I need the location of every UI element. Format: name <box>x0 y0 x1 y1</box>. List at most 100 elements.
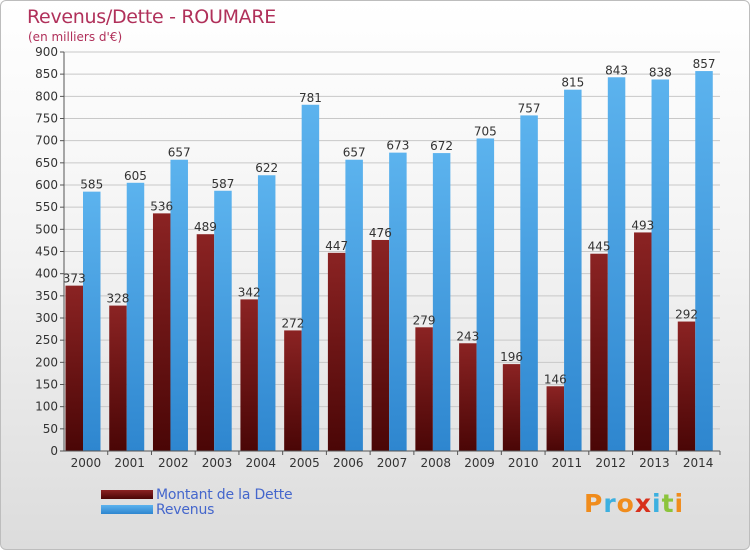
bar-revenue <box>564 89 582 451</box>
data-label-revenue: 605 <box>124 169 147 183</box>
logo-letter: o <box>616 489 635 518</box>
data-label-debt: 292 <box>675 308 698 322</box>
data-label-debt: 146 <box>544 372 567 386</box>
bar-revenue <box>301 104 320 452</box>
data-label-debt: 489 <box>194 220 217 234</box>
data-label-revenue: 657 <box>168 146 191 160</box>
data-label-revenue: 622 <box>255 161 278 175</box>
data-label-revenue: 838 <box>649 65 672 79</box>
chart-title: Revenus/Dette - ROUMARE <box>27 6 276 28</box>
bar-debt <box>284 330 302 451</box>
y-tick-label: 700 <box>35 134 58 148</box>
data-label-debt: 445 <box>588 240 611 254</box>
logo-letter: r <box>603 489 617 518</box>
bar-revenue <box>170 159 188 452</box>
legend-label-revenue: Revenus <box>156 501 215 518</box>
bar-revenue <box>695 71 713 452</box>
y-tick-label: 500 <box>35 222 58 236</box>
bar-debt <box>240 299 258 451</box>
x-tick-label: 2009 <box>464 456 495 470</box>
data-label-revenue: 843 <box>605 63 628 77</box>
x-tick-label: 2013 <box>639 456 670 470</box>
data-label-revenue: 857 <box>693 57 716 71</box>
x-tick-label: 2014 <box>683 456 714 470</box>
y-tick-label: 450 <box>35 245 58 259</box>
data-label-debt: 243 <box>456 329 479 343</box>
bar-revenue <box>83 191 101 451</box>
y-tick-label: 150 <box>35 378 58 392</box>
data-label-revenue: 815 <box>561 76 584 90</box>
legend-item-debt: Montant de la Dette <box>101 486 293 503</box>
y-tick-label: 0 <box>50 444 58 458</box>
y-tick-label: 300 <box>35 311 58 325</box>
y-tick-label: 600 <box>35 178 58 192</box>
data-label-debt: 476 <box>369 226 392 240</box>
x-tick-label: 2007 <box>377 456 408 470</box>
data-label-debt: 196 <box>500 350 523 364</box>
bar-revenue <box>651 79 670 451</box>
data-label-revenue: 705 <box>474 124 497 138</box>
data-label-revenue: 673 <box>386 139 409 153</box>
x-tick-label: 2000 <box>71 456 102 470</box>
logo-letter: x <box>634 489 652 518</box>
x-tick-label: 2008 <box>420 456 451 470</box>
x-tick-label: 2001 <box>114 456 145 470</box>
bar-revenue <box>214 190 232 451</box>
bar-debt <box>152 213 171 451</box>
legend-label-debt: Montant de la Dette <box>156 486 293 503</box>
y-tick-label: 850 <box>35 67 58 81</box>
bar-revenue <box>345 159 363 452</box>
bar-debt <box>634 232 652 451</box>
bar-debt <box>327 252 346 451</box>
bar-revenue <box>520 115 538 451</box>
legend-swatch-debt <box>101 490 153 499</box>
x-tick-label: 2012 <box>595 456 626 470</box>
y-tick-label: 400 <box>35 267 58 281</box>
bar-debt <box>677 321 696 451</box>
logo-letter: i <box>674 489 685 518</box>
y-tick-label: 100 <box>35 400 58 414</box>
data-label-revenue: 672 <box>430 139 453 153</box>
x-tick-label: 2010 <box>508 456 539 470</box>
chart-subtitle: (en milliers d'€) <box>28 30 123 44</box>
x-tick-label: 2002 <box>158 456 189 470</box>
bar-revenue <box>432 153 451 451</box>
data-label-revenue: 585 <box>80 178 103 192</box>
y-tick-label: 550 <box>35 200 58 214</box>
bar-revenue <box>389 152 407 452</box>
x-tick-label: 2004 <box>246 456 277 470</box>
legend-swatch-revenue <box>101 505 153 514</box>
bar-debt <box>415 327 433 451</box>
data-label-debt: 493 <box>631 218 654 232</box>
bar-debt <box>546 386 565 451</box>
data-label-revenue: 757 <box>518 101 541 115</box>
bar-debt <box>590 253 608 451</box>
data-label-debt: 373 <box>63 272 86 286</box>
data-label-debt: 328 <box>107 292 130 306</box>
bar-debt <box>65 285 83 451</box>
y-tick-label: 750 <box>35 112 58 126</box>
y-tick-label: 800 <box>35 89 58 103</box>
bar-revenue <box>257 175 276 451</box>
logo-letter: t <box>661 489 675 518</box>
x-tick-label: 2011 <box>552 456 583 470</box>
legend-item-revenue: Revenus <box>101 501 292 518</box>
proxiti-logo: Proxiti <box>584 489 684 518</box>
data-label-debt: 272 <box>281 316 304 330</box>
logo-letter: i <box>652 489 662 518</box>
y-tick-label: 200 <box>35 355 58 369</box>
bar-debt <box>196 234 215 451</box>
bar-debt <box>371 239 390 451</box>
y-tick-label: 900 <box>35 45 58 59</box>
data-label-debt: 342 <box>238 285 261 299</box>
y-tick-label: 250 <box>35 333 58 347</box>
data-label-debt: 279 <box>413 313 436 327</box>
bar-debt <box>502 364 521 451</box>
x-tick-label: 2005 <box>289 456 320 470</box>
bar-debt <box>109 305 127 451</box>
bar-revenue <box>126 182 145 452</box>
x-tick-label: 2006 <box>333 456 364 470</box>
y-tick-label: 650 <box>35 156 58 170</box>
